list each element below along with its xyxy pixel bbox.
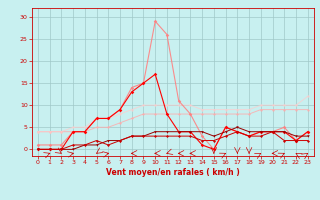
X-axis label: Vent moyen/en rafales ( km/h ): Vent moyen/en rafales ( km/h ) — [106, 168, 240, 177]
